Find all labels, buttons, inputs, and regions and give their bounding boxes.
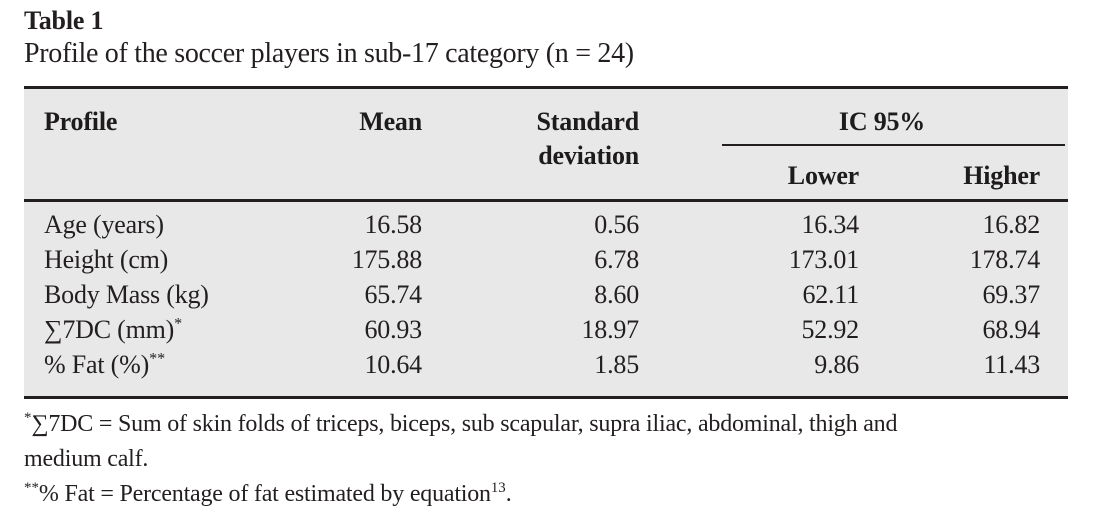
- cell-lower: 173.01: [788, 245, 860, 274]
- cell-sd: 0.56: [594, 210, 639, 239]
- footnote-sum7dc: *∑7DC = Sum of skin folds of triceps, bi…: [24, 407, 1084, 477]
- ic95-subheader-rule: [722, 144, 1065, 146]
- row-label: Height (cm): [24, 242, 314, 277]
- cell-higher: 11.43: [983, 350, 1041, 379]
- row-label-sup: **: [149, 350, 166, 368]
- row-label: ∑7DC (mm)*: [24, 312, 314, 347]
- table-body: Age (years) 16.58 0.56 16.34 16.82 Heigh…: [24, 201, 1068, 398]
- cell-mean: 175.88: [351, 245, 423, 274]
- page: Table 1 Profile of the soccer players in…: [24, 6, 1084, 512]
- footnote-pct-fat: **% Fat = Percentage of fat estimated by…: [24, 477, 1084, 512]
- column-header-mean: Mean: [314, 87, 432, 202]
- cell-higher: 69.37: [982, 280, 1041, 309]
- profile-table: Profile Mean Standard deviation IC 95% Lo…: [24, 86, 1069, 399]
- row-label-sup: *: [174, 315, 183, 333]
- sd-header-line1: Standard: [536, 107, 640, 136]
- cell-mean: 10.64: [364, 350, 422, 379]
- column-header-ic95: IC 95%: [838, 107, 926, 136]
- cell-sd: 1.85: [594, 350, 639, 379]
- cell-higher: 16.82: [982, 210, 1041, 239]
- cell-mean: 65.74: [364, 280, 422, 309]
- row-label-text: Body Mass (kg): [44, 280, 209, 309]
- row-label-text: ∑7DC (mm): [44, 315, 175, 344]
- footnote-text-line1: ∑7DC = Sum of skin folds of triceps, bic…: [31, 411, 898, 437]
- cell-lower: 52.92: [801, 315, 859, 344]
- column-header-lower: Lower: [649, 139, 869, 202]
- table-header: Profile Mean Standard deviation IC 95% Lo…: [24, 87, 1069, 202]
- footnote-text-line2: medium calf.: [24, 446, 149, 472]
- row-label-text: Height (cm): [44, 245, 169, 274]
- table-row-body-mass: Body Mass (kg) 65.74 8.60 62.11 69.37: [24, 277, 1068, 312]
- header-row-2: Lower Higher: [24, 139, 1069, 202]
- table-row-pct-fat: % Fat (%)** 10.64 1.85 9.86 11.43: [24, 347, 1068, 398]
- table-container: Profile Mean Standard deviation IC 95% Lo…: [24, 86, 1069, 399]
- footnote-marker: *: [24, 410, 32, 426]
- table-row-sum7dc: ∑7DC (mm)* 60.93 18.97 52.92 68.94: [24, 312, 1068, 347]
- cell-higher: 178.74: [969, 245, 1041, 274]
- column-header-profile: Profile: [24, 87, 314, 202]
- table-number-label: Table 1: [24, 6, 104, 35]
- cell-sd: 8.60: [594, 280, 639, 309]
- footnote-citation-superscript: 13: [490, 480, 506, 496]
- table-caption: Profile of the soccer players in sub-17 …: [24, 38, 634, 69]
- row-label: Body Mass (kg): [24, 277, 314, 312]
- cell-lower: 9.86: [814, 350, 859, 379]
- row-label-text: Age (years): [44, 210, 164, 239]
- footnotes: *∑7DC = Sum of skin folds of triceps, bi…: [24, 407, 1084, 512]
- row-label-text: % Fat (%): [44, 350, 150, 379]
- footnote-period: .: [505, 481, 512, 507]
- cell-mean: 60.93: [364, 315, 422, 344]
- footnote-text: % Fat = Percentage of fat estimated by e…: [38, 481, 491, 507]
- cell-higher: 68.94: [982, 315, 1041, 344]
- cell-lower: 62.11: [802, 280, 859, 309]
- column-header-higher: Higher: [869, 139, 1069, 202]
- row-label: Age (years): [24, 201, 314, 243]
- table-row-height: Height (cm) 175.88 6.78 173.01 178.74: [24, 242, 1068, 277]
- cell-lower: 16.34: [801, 210, 859, 239]
- footnote-marker: **: [24, 480, 39, 496]
- cell-sd: 18.97: [581, 315, 639, 344]
- table-row-age: Age (years) 16.58 0.56 16.34 16.82: [24, 201, 1068, 243]
- sd-header-line2: deviation: [538, 141, 639, 170]
- column-header-standard-deviation: Standard deviation: [432, 87, 649, 202]
- header-row-1: Profile Mean Standard deviation IC 95%: [24, 87, 1068, 202]
- cell-mean: 16.58: [364, 210, 422, 239]
- cell-sd: 6.78: [594, 245, 639, 274]
- row-label: % Fat (%)**: [24, 347, 314, 398]
